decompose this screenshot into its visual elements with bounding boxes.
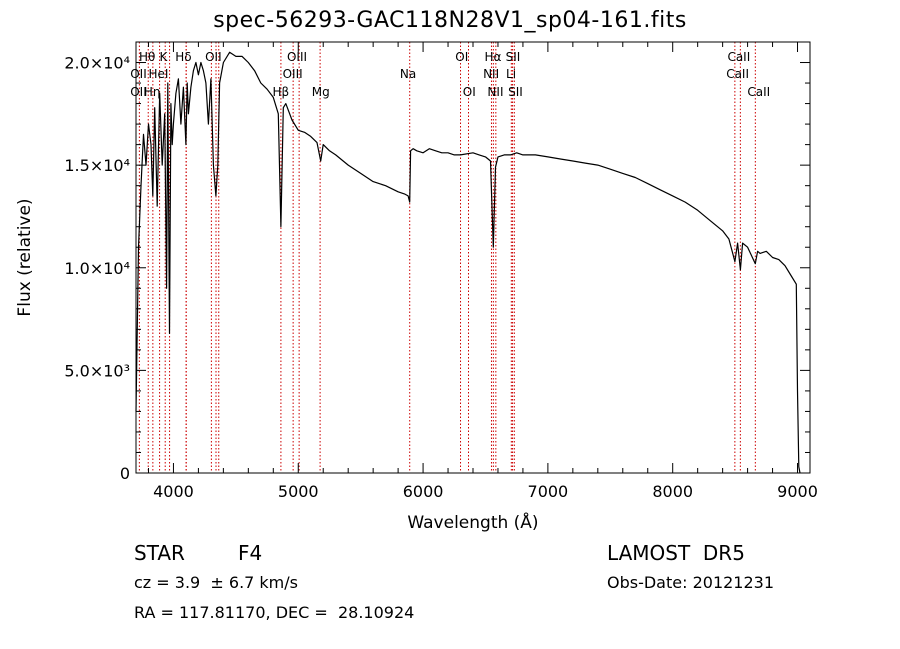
y-axis-label: Flux (relative) [15,198,35,316]
line-label: Na [400,67,416,81]
y-tick-label: 0 [120,464,130,483]
x-tick-label: 9000 [777,482,818,501]
spectral-class: STAR [134,541,185,565]
x-axis-label: Wavelength (Å) [407,511,538,533]
x-tick-label: 8000 [652,482,693,501]
line-label: CaII [727,50,750,64]
line-label: NII [483,67,499,81]
y-tick-label: 1.5×10⁴ [64,156,130,175]
axes: 4000 5000 6000 7000 8000 9000 0 5.0×10³ 1.0×10⁴ 1… [15,41,818,533]
obs-date: Obs-Date: 20121231 [607,573,775,592]
x-tick-label: 7000 [528,482,569,501]
line-label: Hβ [272,85,289,99]
line-label: Li [506,67,516,81]
chart-title: spec-56293-GAC118N28V1_sp04-161.fits [213,8,687,33]
y-tick-label: 5.0×10³ [64,361,130,380]
line-label: Hη [144,85,161,99]
line-label: Hδ [175,50,191,64]
line-label: K [160,50,169,64]
line-markers [138,42,756,473]
line-label: OII [130,67,147,81]
line-label: HeI [148,67,168,81]
survey-label: LAMOST DR5 [607,541,745,565]
plot-frame [135,41,811,474]
line-label: OI [455,50,468,64]
line-label: OI [463,85,476,99]
redshift-info: cz = 3.9 ± 6.7 km/s [134,573,298,592]
line-label: Hθ [139,50,155,64]
line-label: NII [487,85,503,99]
y-tick-label: 2.0×10⁴ [64,54,130,73]
line-label: OIII [287,50,307,64]
line-label: Hα [485,50,502,64]
line-label: OIII [283,67,303,81]
y-tick-label: 1.0×10⁴ [64,259,130,278]
x-tick-label: 5000 [278,482,319,501]
line-label: SII [506,50,521,64]
line-label: OII [130,85,147,99]
x-tick-label: 6000 [403,482,444,501]
spectral-subclass: F4 [238,541,263,565]
line-label: Mg [312,85,330,99]
line-label: OII [205,50,222,64]
line-label: CaII [726,67,749,81]
spectrum-series [135,51,801,474]
line-label: CaII [747,85,770,99]
x-tick-label: 4000 [153,482,194,501]
line-label: SII [508,85,523,99]
spectrum-line [135,51,801,474]
coordinates: RA = 117.81170, DEC = 28.10924 [134,603,415,622]
